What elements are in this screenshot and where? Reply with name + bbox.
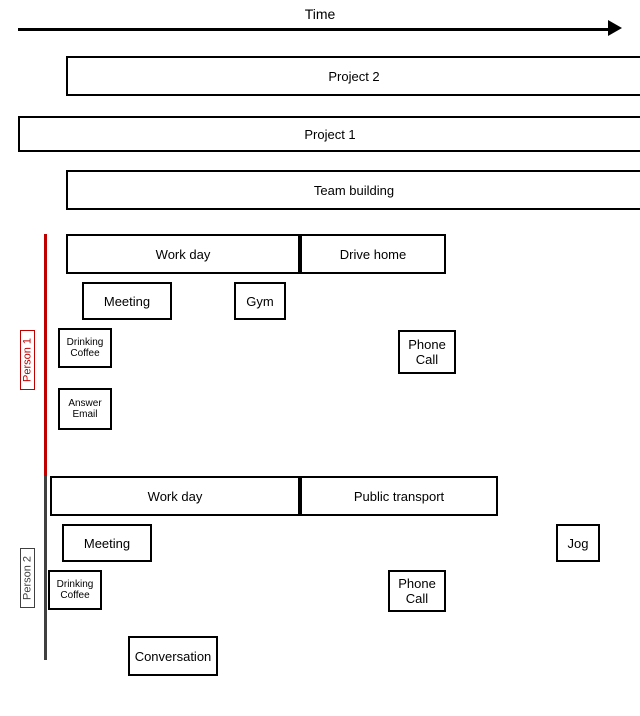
timeline-box: Gym (234, 282, 286, 320)
timeline-box: Project 2 (66, 56, 640, 96)
time-axis-label: Time (290, 6, 350, 22)
timeline-box: Phone Call (388, 570, 446, 612)
person-bar (44, 476, 47, 660)
time-arrow-head (608, 20, 622, 36)
timeline-box: Team building (66, 170, 640, 210)
timeline-box: Conversation (128, 636, 218, 676)
timeline-box: Meeting (62, 524, 152, 562)
timeline-box: Meeting (82, 282, 172, 320)
timeline-box: Phone Call (398, 330, 456, 374)
person-label: Person 1 (20, 330, 35, 390)
timeline-box: Public transport (300, 476, 498, 516)
timeline-box: Drinking Coffee (58, 328, 112, 368)
timeline-box: Project 1 (18, 116, 640, 152)
timeline-box: Answer Email (58, 388, 112, 430)
timeline-box: Drinking Coffee (48, 570, 102, 610)
timeline-box: Work day (50, 476, 300, 516)
time-arrow-line (18, 28, 608, 31)
timeline-box: Jog (556, 524, 600, 562)
person-bar (44, 234, 47, 476)
timeline-box: Drive home (300, 234, 446, 274)
person-label: Person 2 (20, 548, 35, 608)
timeline-box: Work day (66, 234, 300, 274)
